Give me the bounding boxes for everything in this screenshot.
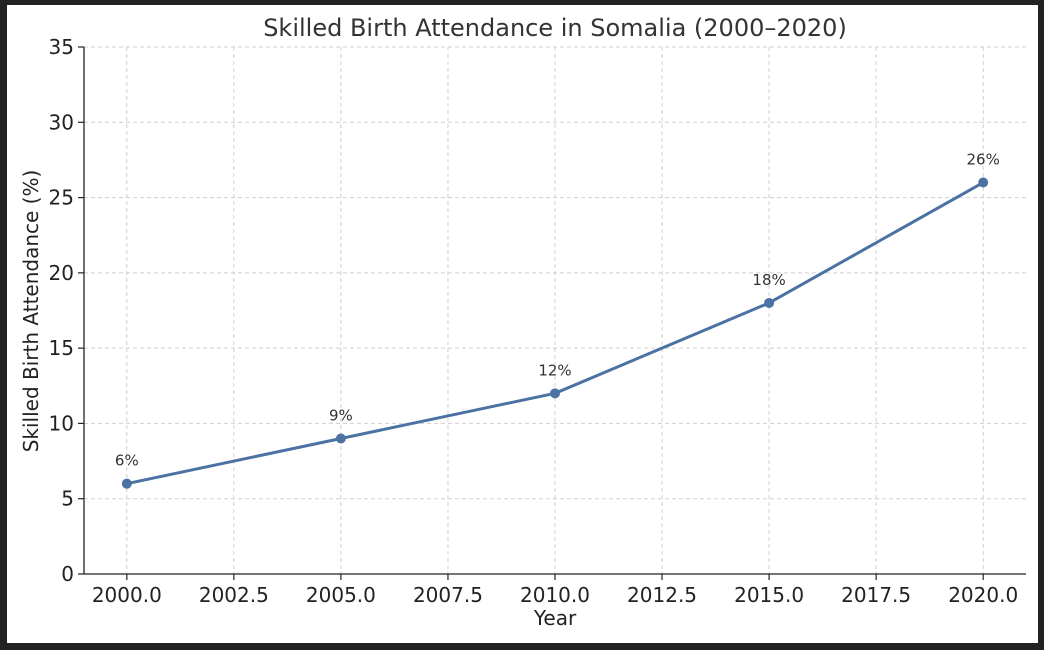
data-point [121,478,132,489]
data-labels: 6% 9% 12% 18% 26% [115,151,1000,470]
x-tick-label: 2005.0 [306,583,376,607]
data-label: 6% [115,452,139,470]
data-point [764,297,775,308]
x-tick-label: 2007.5 [413,583,483,607]
y-axis-ticks: 0 5 10 15 20 25 30 35 [49,35,84,586]
data-label: 9% [329,406,353,424]
series-line [125,181,985,486]
y-tick-label: 0 [61,562,74,586]
data-point [978,177,989,188]
x-tick-label: 2020.0 [948,583,1018,607]
x-axis-label: Year [533,606,577,630]
line-chart: Skilled Birth Attendance in Somalia (200… [19,14,1026,630]
x-tick-label: 2000.0 [92,583,162,607]
y-tick-label: 10 [49,411,74,435]
data-point [335,433,346,444]
x-tick-label: 2010.0 [520,583,590,607]
y-tick-label: 15 [49,336,74,360]
x-tick-label: 2017.5 [841,583,911,607]
y-tick-label: 35 [49,35,74,59]
data-label: 18% [752,271,785,289]
x-tick-label: 2012.5 [627,583,697,607]
chart-frame: Skilled Birth Attendance in Somalia (200… [7,5,1038,643]
y-tick-label: 20 [49,261,74,285]
x-tick-label: 2015.0 [734,583,804,607]
chart-title: Skilled Birth Attendance in Somalia (200… [263,14,847,42]
grid [84,46,1026,575]
series [121,177,989,489]
x-tick-label: 2002.5 [199,583,269,607]
y-tick-label: 5 [61,487,74,511]
y-tick-label: 30 [49,110,74,134]
y-tick-label: 25 [49,186,74,210]
data-label: 12% [538,361,571,379]
y-axis-label: Skilled Birth Attendance (%) [19,170,43,453]
x-axis-ticks: 2000.0 2002.5 2005.0 2007.5 2010.0 2012.5 2015… [92,574,1018,607]
data-label: 26% [967,151,1000,169]
data-point [550,388,560,399]
